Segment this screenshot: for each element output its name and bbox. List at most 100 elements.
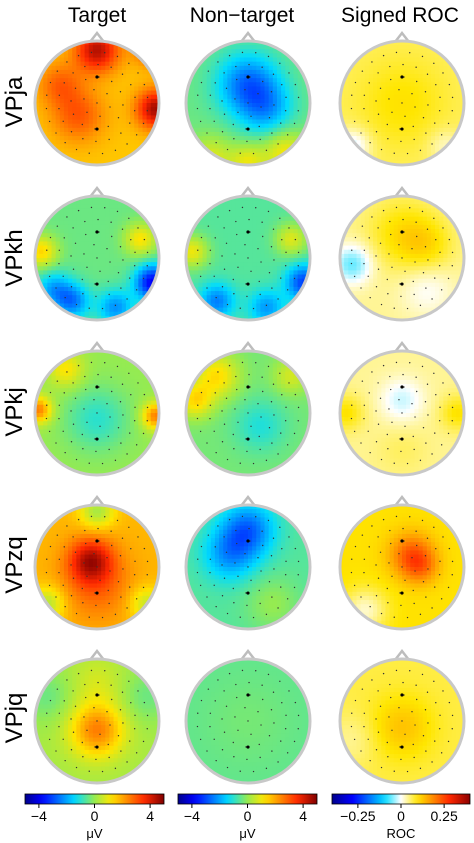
electrode-dot: [56, 70, 59, 72]
electrode-dot: [388, 716, 390, 718]
electrode-dot: [438, 420, 441, 422]
electrode-dot: [398, 89, 400, 91]
electrode-dot: [270, 709, 273, 711]
electrode-dot: [265, 613, 268, 616]
electrode-dot: [94, 128, 96, 130]
electrode-dot: [431, 143, 433, 145]
electrode-dot: [451, 251, 454, 254]
electrode-dot: [350, 107, 353, 110]
electrode-dot: [122, 259, 124, 261]
electrode-dot: [72, 690, 74, 692]
colorbar: −4 0 4 μV: [177, 793, 318, 841]
electrode-dot: [237, 266, 239, 268]
reference-electrode: [400, 127, 404, 131]
electrode-dot: [402, 218, 404, 221]
electrode-dot: [448, 393, 451, 396]
electrode-dot: [64, 451, 66, 454]
scalp-field: [35, 196, 159, 320]
electrode-dot: [415, 221, 417, 223]
electrode-dot: [377, 227, 379, 229]
electrode-dot: [196, 262, 199, 265]
electrode-dot: [235, 529, 237, 532]
electrode-dot: [422, 272, 425, 274]
electrode-dot: [285, 96, 287, 99]
electrode-dot: [424, 709, 427, 711]
electrode-dot: [277, 143, 279, 145]
electrode-dot: [119, 401, 122, 403]
electrode-dot: [391, 111, 393, 113]
electrode-dot: [249, 540, 251, 542]
electrode-dot: [259, 293, 261, 296]
electrode-dot: [435, 548, 437, 550]
electrode-dot: [250, 115, 252, 118]
electrode-dot: [221, 286, 224, 288]
electrode-dot: [438, 574, 441, 576]
electrode-dot: [70, 131, 73, 133]
electrode-dot: [196, 417, 199, 420]
electrode-dot: [448, 238, 451, 241]
electrode-dot: [250, 579, 252, 581]
nose-marker: [394, 648, 410, 661]
electrode-dot: [393, 462, 395, 464]
electrode-dot: [379, 705, 382, 707]
nose-marker: [240, 648, 256, 661]
electrode-dot: [424, 555, 427, 557]
electrode-dot: [404, 579, 406, 581]
nose-marker: [394, 185, 410, 198]
electrode-dot: [294, 547, 297, 550]
electrode-dot: [248, 218, 250, 221]
electrode-dot: [228, 54, 231, 57]
electrode-dot: [81, 433, 84, 436]
electrode-dot: [431, 607, 433, 609]
electrode-dot: [133, 728, 136, 730]
row-label-vpjq: VPjq: [1, 693, 28, 744]
electrode-dot: [382, 672, 385, 675]
electrode-dot: [70, 595, 73, 597]
electrode-dot: [237, 575, 239, 577]
electrode-dot: [82, 448, 84, 450]
electrode-dot: [62, 120, 64, 123]
electrode-dot: [135, 134, 138, 136]
electrode-dot: [297, 265, 299, 267]
row-labels: VPja VPkh VPkj VPzq VPjq: [1, 76, 28, 743]
electrode-dot: [58, 107, 60, 110]
electrode-dot: [45, 571, 48, 574]
electrode-dot: [137, 72, 139, 74]
electrode-dot: [109, 261, 111, 263]
electrode-dot: [58, 404, 61, 406]
electrode-dot: [137, 536, 139, 538]
electrode-dot: [49, 236, 52, 239]
electrode-dot: [360, 596, 362, 598]
electrode-dot: [235, 375, 237, 378]
electrode-dot: [200, 545, 203, 548]
electrode-dot: [403, 540, 405, 542]
electrode-dot: [248, 527, 250, 530]
electrode-dot: [97, 218, 99, 221]
electrode-dot: [367, 584, 369, 586]
electrode-dot: [142, 122, 145, 125]
electrode-dot: [63, 700, 65, 702]
electrode-dot: [90, 51, 93, 54]
electrode-dot: [209, 571, 211, 574]
scalp-field: [35, 659, 159, 783]
electrode-dot: [280, 740, 282, 742]
electrode-dot: [267, 210, 270, 213]
electrode-dot: [143, 238, 146, 241]
electrode-dot: [214, 237, 216, 239]
electrode-dot: [293, 277, 296, 280]
electrode-dot: [297, 560, 300, 563]
electrode-dot: [109, 416, 111, 418]
electrode-dot: [279, 217, 281, 220]
electrode-dot: [101, 307, 104, 310]
electrode-dot: [382, 209, 385, 212]
electrode-dot: [234, 98, 236, 100]
scalp-map: [184, 30, 312, 167]
electrode-dot: [259, 448, 261, 451]
electrode-dot: [411, 248, 413, 250]
electrode-dot: [375, 410, 377, 412]
electrode-dot: [421, 55, 424, 58]
electrode-dot: [214, 546, 216, 548]
electrode-dot: [244, 244, 246, 246]
electrode-dot: [271, 750, 273, 752]
electrode-dot: [223, 536, 225, 538]
